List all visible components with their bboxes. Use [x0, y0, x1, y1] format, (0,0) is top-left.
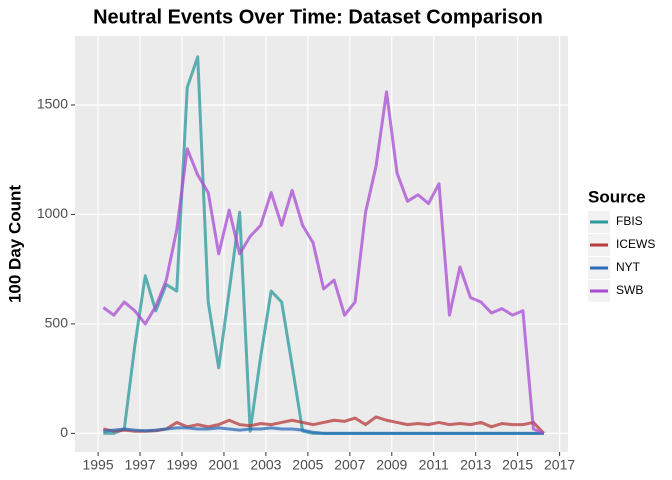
x-tick-label: 1995	[82, 457, 113, 473]
y-axis-title: 100 Day Count	[5, 185, 24, 303]
y-tick-label: 0	[60, 424, 68, 440]
x-tick-label: 2013	[460, 457, 491, 473]
plot-background	[75, 36, 568, 452]
x-tick-label: 1997	[124, 457, 155, 473]
y-tick-label: 1500	[37, 96, 68, 112]
legend-title: Source	[588, 187, 646, 206]
series-line	[102, 90, 545, 435]
x-tick-label: 2017	[544, 457, 575, 473]
x-tick-label: 2001	[208, 457, 239, 473]
legend-label: NYT	[616, 260, 641, 274]
series-line	[103, 426, 544, 435]
chart-title: Neutral Events Over Time: Dataset Compar…	[93, 6, 543, 28]
x-tick-label: 2009	[376, 457, 407, 473]
y-tick-label: 1000	[37, 205, 68, 221]
legend-label: SWB	[616, 283, 643, 297]
x-tick-label: 2011	[419, 457, 449, 473]
y-tick-label: 500	[45, 315, 69, 331]
x-tick-label: 2003	[250, 457, 281, 473]
x-tick-label: 1999	[166, 457, 197, 473]
series-line	[103, 415, 545, 435]
x-tick-label: 2007	[334, 457, 365, 473]
legend-label: FBIS	[616, 214, 643, 228]
x-tick-label: 2005	[292, 457, 323, 473]
legend-label: ICEWS	[616, 237, 655, 251]
x-tick-label: 2015	[502, 457, 533, 473]
